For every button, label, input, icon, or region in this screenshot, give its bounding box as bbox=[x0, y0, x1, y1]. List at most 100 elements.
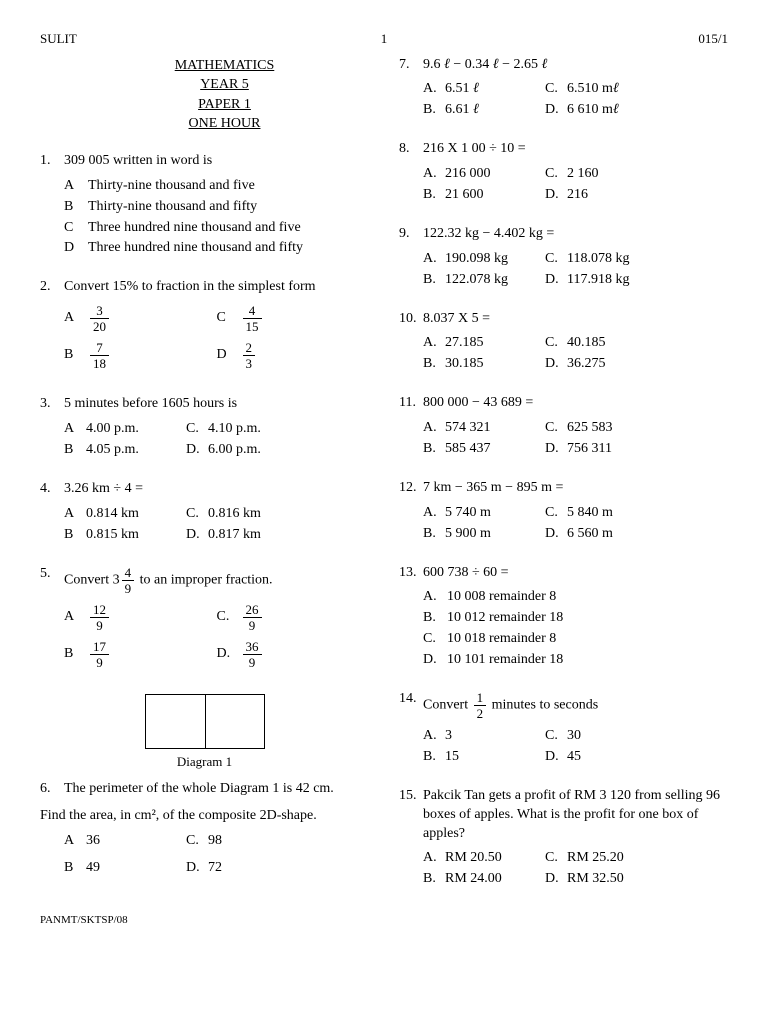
opt-text: 117.918 kg bbox=[567, 271, 728, 290]
q-text: 122.32 kg − 4.402 kg = bbox=[423, 225, 728, 244]
opt-text: 72 bbox=[208, 859, 369, 878]
opt-letter: B. bbox=[423, 870, 445, 889]
opt-letter: D. bbox=[545, 186, 567, 205]
opt-letter: A. bbox=[423, 334, 445, 353]
opt-letter: D. bbox=[217, 645, 241, 664]
opt-letter: D. bbox=[186, 859, 208, 878]
question-2: 2. Convert 15% to fraction in the simple… bbox=[40, 278, 369, 377]
opt-text: 30 bbox=[567, 727, 728, 746]
opt-letter: A. bbox=[423, 727, 445, 746]
fraction: 415 bbox=[243, 303, 262, 334]
q-number: 13. bbox=[399, 564, 423, 672]
opt-text: 4.05 p.m. bbox=[86, 441, 186, 460]
opt-text: 2 160 bbox=[567, 165, 728, 184]
opt-text: 36 bbox=[86, 832, 186, 851]
title-line: MATHEMATICS bbox=[80, 56, 369, 76]
question-7: 7. 9.6 ℓ − 0.34 ℓ − 2.65 ℓ A. 6.51 ℓ C. … bbox=[399, 56, 728, 123]
opt-letter: C. bbox=[186, 420, 208, 439]
q-text: 800 000 − 43 689 = bbox=[423, 394, 728, 413]
opt-text: 756 311 bbox=[567, 440, 728, 459]
q-text: 216 X 1 00 ÷ 10 = bbox=[423, 140, 728, 159]
opt-letter: B. bbox=[423, 271, 445, 290]
q-number: 2. bbox=[40, 278, 64, 377]
ell-icon: ℓ bbox=[444, 57, 450, 72]
opt-letter: B. bbox=[423, 101, 445, 120]
ell-icon: ℓ bbox=[493, 57, 499, 72]
opt-text: 0.815 km bbox=[86, 526, 186, 545]
q-number: 6. bbox=[40, 780, 64, 799]
q-text: The perimeter of the whole Diagram 1 is … bbox=[64, 781, 334, 796]
right-column: 7. 9.6 ℓ − 0.34 ℓ − 2.65 ℓ A. 6.51 ℓ C. … bbox=[399, 56, 728, 896]
opt-letter: D. bbox=[186, 526, 208, 545]
diagram-label: Diagram 1 bbox=[40, 753, 369, 771]
opt-letter: A bbox=[64, 505, 86, 524]
opt-text: 574 321 bbox=[445, 419, 545, 438]
opt-letter: C bbox=[217, 309, 241, 328]
fraction: 269 bbox=[243, 602, 262, 633]
opt-text: 0.814 km bbox=[86, 505, 186, 524]
question-11: 11. 800 000 − 43 689 = A.574 321C.625 58… bbox=[399, 394, 728, 461]
q-text: Convert 12 minutes to seconds bbox=[423, 690, 728, 721]
fraction: 23 bbox=[243, 340, 256, 371]
fraction: 320 bbox=[90, 303, 109, 334]
opt-letter: B bbox=[64, 645, 88, 664]
opt-letter: A bbox=[64, 309, 88, 328]
question-12: 12. 7 km − 365 m − 895 m = A.5 740 mC.5 … bbox=[399, 479, 728, 546]
q-number: 14. bbox=[399, 690, 423, 769]
opt-text: 10 008 remainder 8 bbox=[447, 588, 728, 607]
title-line: ONE HOUR bbox=[80, 114, 369, 134]
q-text: Pakcik Tan gets a profit of RM 3 120 fro… bbox=[423, 787, 728, 844]
opt-text: 216 bbox=[567, 186, 728, 205]
title-block: MATHEMATICS YEAR 5 PAPER 1 ONE HOUR bbox=[80, 56, 369, 134]
fraction: 12 bbox=[474, 690, 487, 721]
opt-letter: A bbox=[64, 608, 88, 627]
opt-letter: D. bbox=[545, 101, 567, 120]
opt-text: RM 32.50 bbox=[567, 870, 728, 889]
opt-letter: A. bbox=[423, 80, 445, 99]
q-number: 8. bbox=[399, 140, 423, 207]
opt-text: 5 840 m bbox=[567, 504, 728, 523]
opt-text: 0.816 km bbox=[208, 505, 369, 524]
ell-icon: ℓ bbox=[542, 57, 548, 72]
opt-letter: A. bbox=[423, 504, 445, 523]
opt-letter: B bbox=[64, 859, 86, 878]
opt-letter: C. bbox=[545, 419, 567, 438]
opt-text: 585 437 bbox=[445, 440, 545, 459]
opt-letter: D. bbox=[545, 440, 567, 459]
opt-letter: D. bbox=[186, 441, 208, 460]
opt-text: 6.51 ℓ bbox=[445, 80, 545, 99]
q-number: 5. bbox=[40, 565, 64, 676]
q-text: 600 738 ÷ 60 = bbox=[423, 564, 728, 583]
opt-text: Three hundred nine thousand and five bbox=[88, 219, 369, 238]
opt-text: 216 000 bbox=[445, 165, 545, 184]
question-9: 9. 122.32 kg − 4.402 kg = A.190.098 kgC.… bbox=[399, 225, 728, 292]
q-number: 1. bbox=[40, 152, 64, 260]
q-number: 7. bbox=[399, 56, 423, 123]
opt-letter: A bbox=[64, 420, 86, 439]
question-13: 13. 600 738 ÷ 60 = A.10 008 remainder 8 … bbox=[399, 564, 728, 672]
opt-letter: D. bbox=[545, 525, 567, 544]
opt-letter: D. bbox=[545, 355, 567, 374]
opt-letter: B. bbox=[423, 355, 445, 374]
opt-text: 27.185 bbox=[445, 334, 545, 353]
question-15: 15. Pakcik Tan gets a profit of RM 3 120… bbox=[399, 787, 728, 891]
opt-letter: C. bbox=[545, 849, 567, 868]
opt-letter: A bbox=[64, 177, 88, 196]
opt-text: 5 740 m bbox=[445, 504, 545, 523]
opt-text: 5 900 m bbox=[445, 525, 545, 544]
opt-letter: B. bbox=[423, 525, 445, 544]
q-number: 10. bbox=[399, 310, 423, 377]
opt-letter: D. bbox=[423, 651, 447, 670]
q-text: Find the area, in cm², of the composite … bbox=[40, 807, 369, 826]
opt-letter: D. bbox=[545, 870, 567, 889]
opt-text: 122.078 kg bbox=[445, 271, 545, 290]
opt-text: Thirty-nine thousand and five bbox=[88, 177, 369, 196]
opt-letter: A bbox=[64, 832, 86, 851]
opt-text: 4.10 p.m. bbox=[208, 420, 369, 439]
opt-text: 3 bbox=[445, 727, 545, 746]
opt-text: 625 583 bbox=[567, 419, 728, 438]
opt-letter: C. bbox=[545, 165, 567, 184]
opt-text: 6.61 ℓ bbox=[445, 101, 545, 120]
q-text: 5 minutes before 1605 hours is bbox=[64, 395, 369, 414]
opt-text: Three hundred nine thousand and fifty bbox=[88, 239, 369, 258]
